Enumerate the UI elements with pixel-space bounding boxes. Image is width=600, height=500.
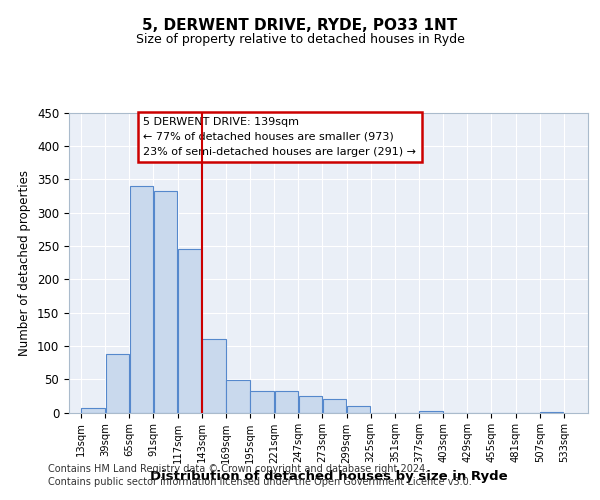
Bar: [323, 398, 346, 412]
Bar: [347, 406, 370, 412]
Text: Size of property relative to detached houses in Ryde: Size of property relative to detached ho…: [136, 32, 464, 46]
Bar: [419, 411, 443, 412]
Y-axis label: Number of detached properties: Number of detached properties: [19, 170, 31, 356]
Text: 5, DERWENT DRIVE, RYDE, PO33 1NT: 5, DERWENT DRIVE, RYDE, PO33 1NT: [142, 18, 458, 32]
Bar: [106, 354, 129, 412]
Bar: [130, 186, 153, 412]
Bar: [82, 408, 105, 412]
Bar: [275, 391, 298, 412]
Bar: [202, 339, 226, 412]
Text: Contains public sector information licensed under the Open Government Licence v3: Contains public sector information licen…: [48, 477, 472, 487]
Bar: [154, 190, 177, 412]
X-axis label: Distribution of detached houses by size in Ryde: Distribution of detached houses by size …: [149, 470, 508, 482]
Bar: [226, 380, 250, 412]
Text: Contains HM Land Registry data © Crown copyright and database right 2024.: Contains HM Land Registry data © Crown c…: [48, 464, 428, 474]
Bar: [299, 396, 322, 412]
Text: 5 DERWENT DRIVE: 139sqm
← 77% of detached houses are smaller (973)
23% of semi-d: 5 DERWENT DRIVE: 139sqm ← 77% of detache…: [143, 117, 416, 157]
Bar: [250, 391, 274, 412]
Bar: [178, 248, 202, 412]
